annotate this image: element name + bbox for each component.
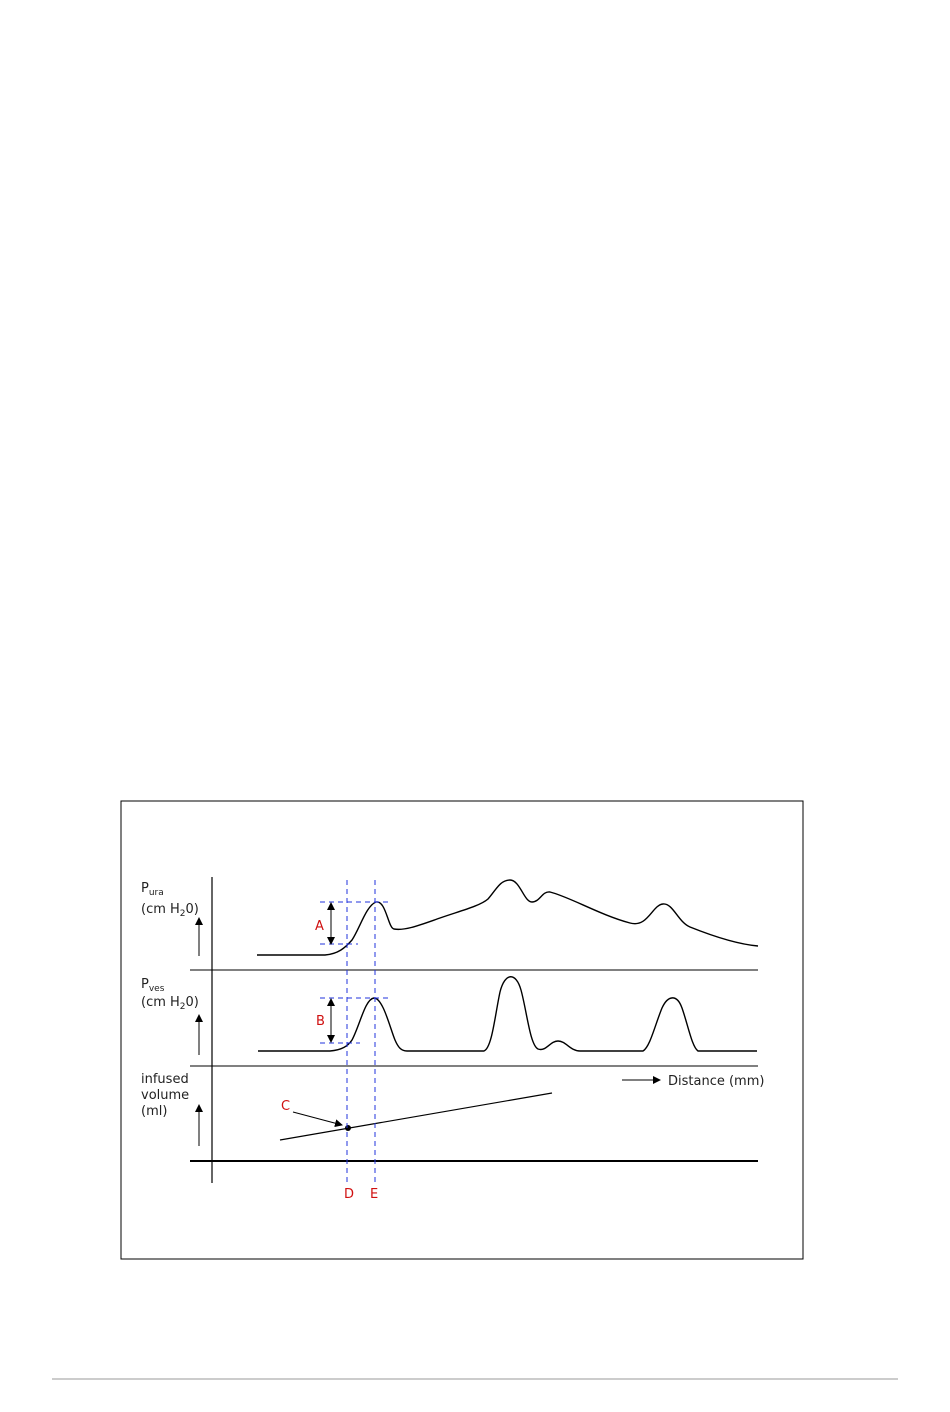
x-axis-label: Distance (mm) [668,1074,764,1089]
infused-volume-line [279,1092,553,1141]
marker-d: D [344,1187,354,1202]
volume-label: infused [141,1072,189,1087]
volume-label: volume [141,1088,189,1103]
ves-pressure-label: Pves [141,977,165,994]
marker-a: A [315,919,324,934]
figure-frame [120,800,804,1260]
marker-e: E [370,1187,378,1202]
arrow-c [292,1111,343,1128]
volume-label: (ml) [141,1104,167,1119]
marker-b: B [316,1014,325,1029]
guides [320,880,392,1185]
axes [190,877,758,1183]
ves-unit-label: (cm H20) [141,995,199,1012]
ura-pressure-label: Pura [141,881,164,898]
marker-c: C [281,1099,290,1114]
ura-unit-label: (cm H20) [141,902,199,919]
point-c [345,1125,351,1131]
vesical-pressure-curve [258,976,757,1052]
